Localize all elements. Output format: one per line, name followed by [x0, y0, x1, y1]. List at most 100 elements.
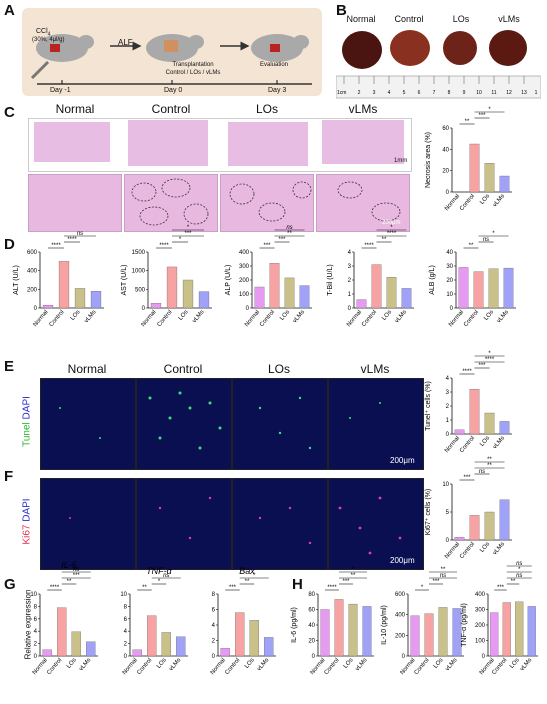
svg-text:6: 6: [418, 90, 421, 96]
bar: [515, 601, 524, 657]
y-tick-label: 60: [442, 126, 449, 132]
x-tick-label: LOs: [433, 657, 445, 669]
x-tick-label: vLMs: [84, 309, 98, 324]
bar: [438, 607, 448, 657]
x-tick-label: vLMs: [292, 309, 306, 324]
liver-photos: 1cm 2 3 4 5 6 7 8 9 10 11 12 13 1: [336, 30, 541, 99]
liver-normal: [342, 31, 382, 69]
chart-ylabel: Ki67⁺ cells (%): [425, 489, 432, 535]
x-tick-label: vLMs: [496, 309, 510, 324]
x-tick-label: Control: [414, 657, 431, 676]
significance-label: *: [253, 573, 256, 579]
y-tick-label: 60: [308, 608, 315, 614]
y-tick-label: 0: [402, 654, 406, 660]
y-tick-label: 2: [124, 642, 128, 648]
significance-label: ****: [327, 585, 337, 591]
y-tick-label: 0: [348, 306, 352, 312]
significance-label: ***: [478, 363, 486, 369]
x-tick-label: LOs: [70, 309, 82, 321]
x-tick-label: Control: [459, 541, 476, 560]
y-tick-label: 3: [348, 264, 352, 270]
bar: [284, 277, 295, 309]
y-tick-label: 1500: [132, 250, 146, 256]
bar: [90, 291, 102, 309]
chart-ylabel: ALT (U/L): [13, 265, 20, 295]
y-tick-label: 0: [124, 654, 128, 660]
x-tick-label: Control: [459, 193, 476, 212]
chart-title: Bax: [239, 566, 255, 576]
significance-label: ns: [77, 231, 83, 237]
timeline-diagram: [30, 34, 312, 85]
y-tick-label: 200: [27, 287, 38, 293]
bar: [58, 261, 70, 309]
y-tick-label: 200: [475, 623, 486, 629]
ki67-image-normal: [40, 478, 136, 570]
bar: [469, 515, 480, 541]
liver-label-normal: Normal: [346, 14, 376, 24]
bar: [469, 389, 480, 435]
bar: [132, 649, 142, 657]
significance-label: ****: [159, 243, 169, 249]
x-tick-label: vLMs: [492, 193, 506, 208]
x-tick-label: vLMs: [492, 541, 506, 556]
bar: [371, 264, 382, 309]
significance-label: **: [382, 237, 387, 243]
y-tick-label: 6: [212, 608, 216, 614]
chart-ylabel: ALB (g/L): [429, 265, 436, 295]
significance-label: ***: [342, 579, 350, 585]
x-tick-label: LOs: [178, 309, 190, 321]
y-tick-label: 500: [135, 287, 146, 293]
x-tick-label: Control: [46, 657, 63, 676]
y-tick-label: 100: [475, 639, 486, 645]
g-ylabel: Relative expression: [23, 589, 33, 660]
he-zoom-los: [220, 174, 314, 232]
scale-bar-label: 200μm: [382, 220, 401, 226]
mouse-icon: [146, 34, 204, 62]
x-tick-label: vLMs: [78, 657, 92, 672]
x-tick-label: Normal: [444, 193, 461, 212]
significance-label: ns: [440, 573, 446, 579]
necrosis-outlines: [131, 178, 401, 226]
x-tick-label: LOs: [479, 435, 491, 447]
y-tick-label: 200: [395, 633, 406, 639]
ruler-unit: 1cm: [337, 90, 346, 96]
x-tick-label: Control: [224, 657, 241, 676]
y-tick-label: 4: [446, 376, 450, 382]
y-tick-label: 1: [348, 292, 352, 298]
svg-text:10: 10: [476, 90, 482, 96]
significance-label: *: [352, 567, 355, 573]
tunel-col-control: Control: [163, 362, 203, 376]
he-overview-control: [128, 120, 208, 166]
bar: [198, 291, 210, 309]
liver-control: [390, 30, 430, 66]
y-tick-label: 10: [120, 592, 127, 598]
significance-label: **: [511, 579, 516, 585]
bar: [469, 143, 480, 193]
y-tick-label: 20: [308, 639, 315, 645]
svg-text:8: 8: [448, 90, 451, 96]
syringe-icon: [30, 60, 50, 80]
bar: [150, 302, 162, 309]
significance-label: ns: [516, 573, 522, 579]
y-tick-label: 2: [446, 404, 450, 410]
significance-label: *: [488, 107, 491, 113]
significance-label: ***: [263, 243, 271, 249]
mouse-icon: [251, 34, 309, 62]
he-zoom-vlms: [316, 174, 410, 232]
bar: [454, 429, 465, 435]
bar: [249, 620, 259, 657]
y-tick-label: 400: [27, 269, 38, 275]
x-tick-label: LOs: [483, 309, 495, 321]
x-tick-label: LOs: [479, 193, 491, 205]
y-tick-label: 10: [442, 482, 449, 488]
panel-label-f: F: [4, 468, 14, 485]
y-tick-label: 2: [34, 642, 38, 648]
liver-los: [443, 31, 477, 65]
scale-bar-label: 1mm: [394, 158, 408, 164]
x-tick-label: vLMs: [519, 657, 533, 672]
svg-text:11: 11: [491, 90, 496, 96]
transplant-label: Transplantation: [172, 62, 214, 68]
x-tick-label: LOs: [343, 657, 355, 669]
significance-label: ****: [387, 231, 397, 237]
y-tick-label: 400: [475, 592, 486, 598]
